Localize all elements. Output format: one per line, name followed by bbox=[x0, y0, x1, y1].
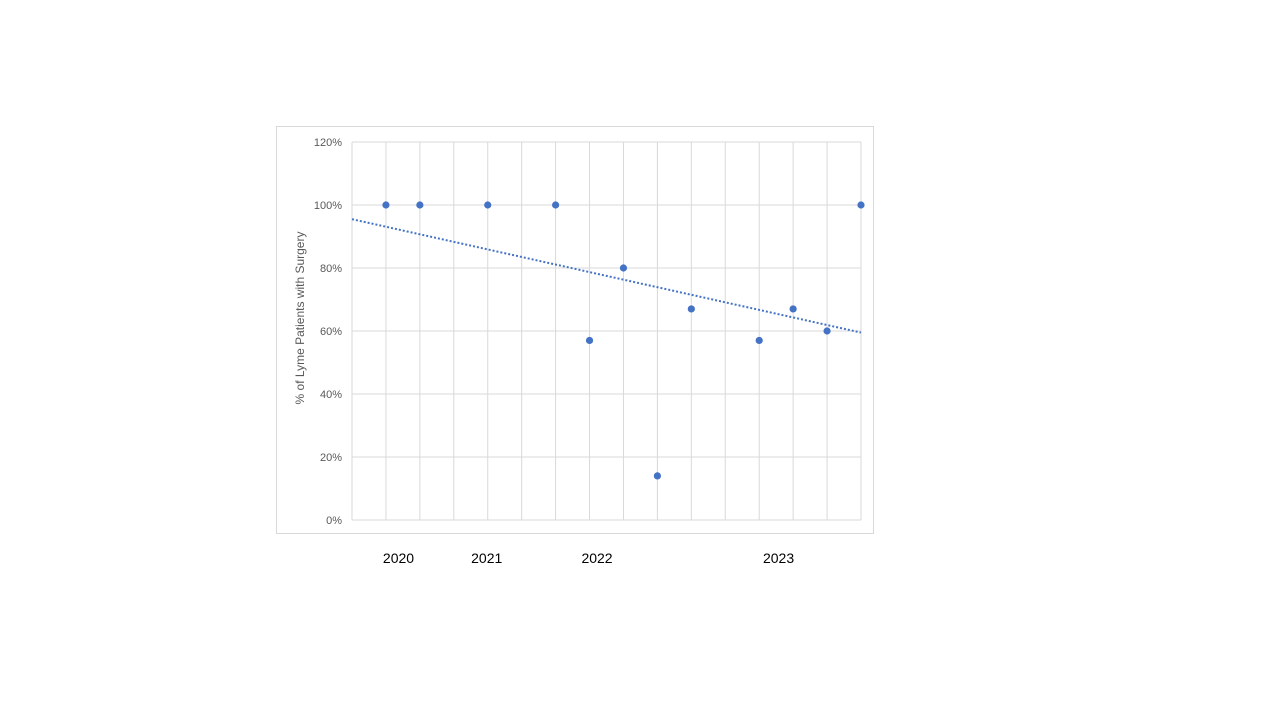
trendline bbox=[351, 218, 862, 334]
data-point bbox=[484, 201, 492, 209]
data-point bbox=[585, 336, 594, 345]
x-year-label: 2021 bbox=[471, 550, 503, 566]
data-point bbox=[382, 201, 390, 209]
chart-frame: 0% 20% 40% 60% 80% 100% 120% % of Lyme Patient… bbox=[276, 126, 874, 534]
y-tick-label: 0% bbox=[326, 515, 342, 527]
y-tick-label: 20% bbox=[320, 452, 342, 464]
data-point bbox=[857, 201, 865, 209]
x-year-label: 2020 bbox=[382, 550, 415, 566]
y-tick-labels: 0% 20% 40% 60% 80% 100% 120% bbox=[314, 137, 342, 527]
x-year-label: 2022 bbox=[581, 550, 613, 566]
y-tick-label: 40% bbox=[320, 389, 342, 401]
data-point bbox=[687, 305, 695, 313]
data-points bbox=[382, 201, 865, 480]
gridlines bbox=[351, 141, 862, 521]
y-axis-title: % of Lyme Patients with Surgery bbox=[293, 232, 307, 405]
y-tick-label: 100% bbox=[314, 200, 342, 212]
y-tick-label: 120% bbox=[314, 137, 342, 149]
scatter-chart: 0% 20% 40% 60% 80% 100% 120% % of Lyme Patient… bbox=[293, 137, 865, 527]
data-point bbox=[823, 327, 831, 335]
trendline-layer bbox=[351, 218, 862, 334]
data-point bbox=[789, 305, 797, 313]
data-point bbox=[416, 201, 424, 209]
y-tick-label: 80% bbox=[320, 263, 342, 275]
data-point bbox=[755, 336, 763, 345]
data-point bbox=[552, 201, 560, 209]
data-point bbox=[653, 472, 661, 480]
x-year-label: 2023 bbox=[762, 550, 795, 566]
data-point bbox=[619, 264, 628, 272]
y-tick-label: 60% bbox=[320, 326, 342, 338]
